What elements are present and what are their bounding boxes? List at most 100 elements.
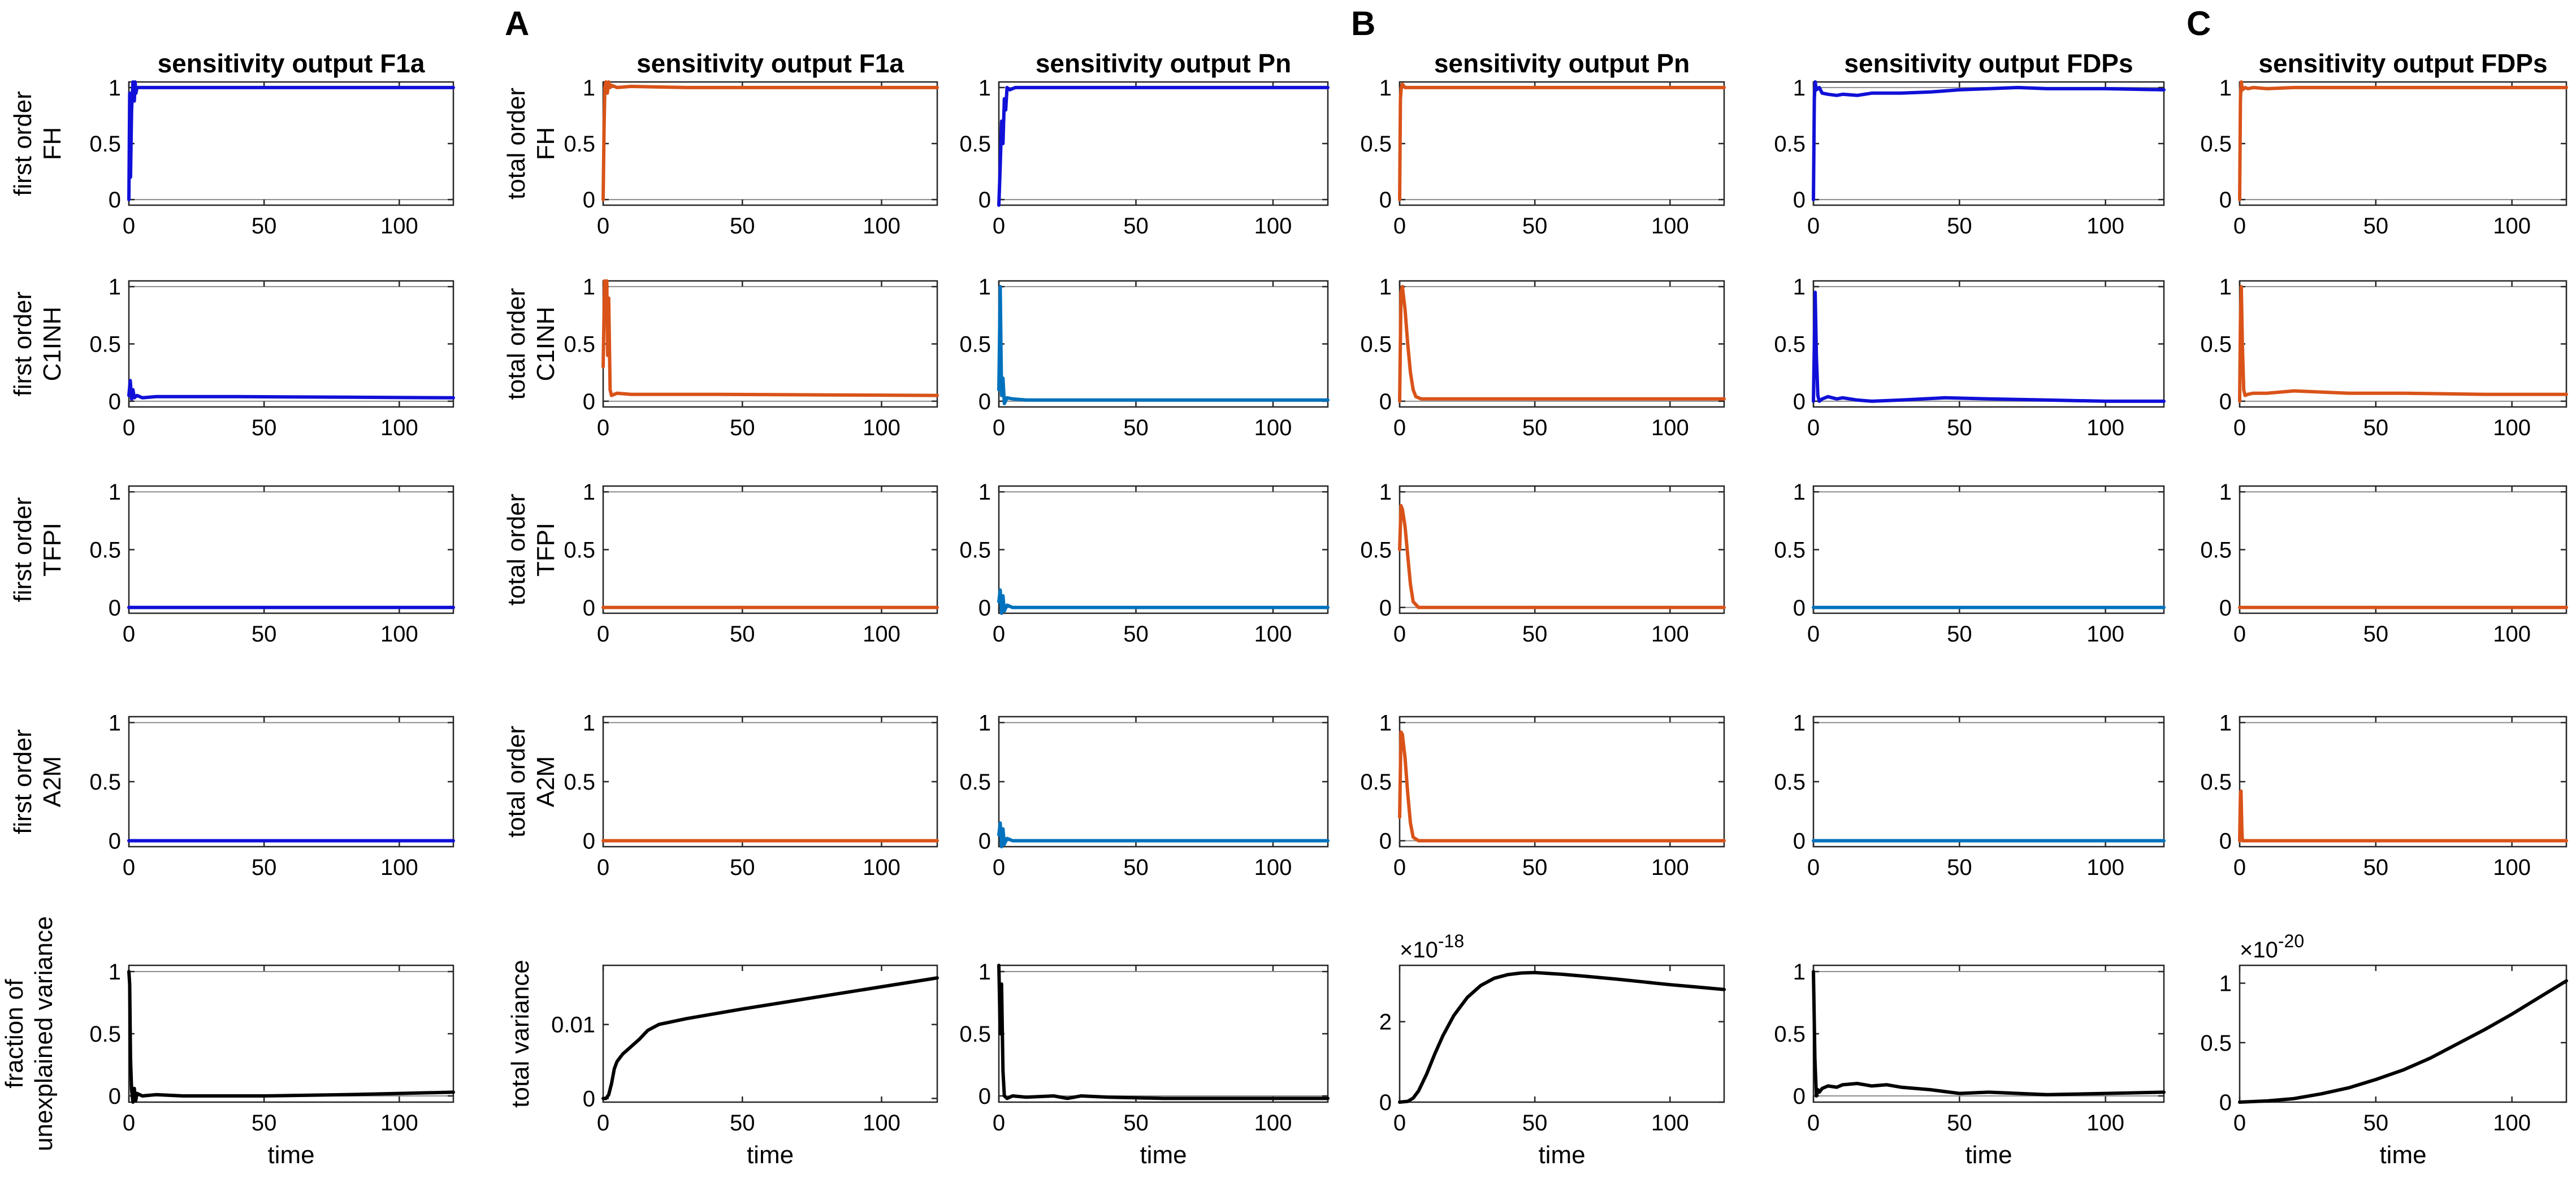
y-tick-label: 0.5 — [1360, 770, 1392, 795]
x-tick-label: 50 — [252, 1111, 277, 1135]
axes-box — [128, 485, 454, 614]
exponent-label: ×10-20 — [2240, 931, 2304, 963]
chart-panel-r2-c5: 0 50 100 0 0.5 1 — [2200, 480, 2568, 647]
y-tick-label: 1 — [2219, 710, 2232, 735]
column-title-4: sensitivity output FDPs — [1844, 49, 2133, 78]
chart-panel-r0-c2: 0 50 100 0 0.5 1 — [959, 76, 1330, 239]
x-tick-label: 0 — [993, 1111, 1005, 1135]
chart-panel-r4-c0: 0 50 100 0 0.5 1 time — [89, 960, 455, 1169]
x-tick-label: 0 — [2233, 415, 2246, 440]
chart-panel-r1-c2: 0 50 100 0 0.5 1 — [959, 275, 1330, 440]
x-tick-label: 0 — [1393, 1111, 1406, 1135]
x-tick-label: 100 — [863, 855, 900, 880]
x-tick-label: 100 — [1651, 415, 1689, 440]
chart-panel-r3-c3: 0 50 100 0 0.5 1 — [1360, 710, 1726, 880]
x-axis-label: time — [747, 1141, 794, 1169]
x-tick-label: 0 — [993, 622, 1005, 647]
y-tick-label: 0.5 — [1774, 332, 1806, 357]
chart-panel-r0-c3: 0 50 100 0 0.5 1 — [1360, 76, 1726, 239]
x-axis-label: time — [1965, 1141, 2012, 1169]
data-series-0 — [2238, 979, 2568, 1104]
x-tick-label: 50 — [1947, 855, 1972, 880]
y-tick-label: 0.5 — [89, 1022, 121, 1047]
y-tick-label: 1 — [2219, 275, 2232, 300]
y-tick-label: 1 — [2219, 480, 2232, 505]
column-title-5: sensitivity output FDPs — [2258, 49, 2547, 78]
y-axis-label-r4-c1: total variance — [506, 960, 534, 1108]
y-tick-label: 1 — [109, 480, 121, 505]
axes-box — [2239, 485, 2568, 614]
y-label-order: total order — [503, 726, 530, 838]
y-tick-label: 0 — [1379, 829, 1392, 854]
y-tick-label: 0.5 — [1360, 132, 1392, 157]
x-tick-label: 0 — [1393, 415, 1406, 440]
x-tick-label: 100 — [1254, 622, 1292, 647]
x-tick-label: 100 — [380, 855, 418, 880]
y-tick-label: 1 — [109, 960, 121, 985]
x-tick-label: 100 — [1651, 622, 1689, 647]
chart-panel-r0-c1: 0 50 100 0 0.5 1 — [564, 76, 939, 239]
y-tick-label: 0 — [1793, 596, 1806, 621]
x-axis-label: time — [1538, 1141, 1585, 1169]
chart-panel-r3-c1: 0 50 100 0 0.5 1 — [564, 710, 939, 880]
axes-box — [1399, 485, 1725, 614]
chart-panel-r2-c3: 0 50 100 0 0.5 1 — [1360, 480, 1726, 647]
chart-panel-r3-c0: 0 50 100 0 0.5 1 — [89, 710, 455, 880]
y-tick-label: 1 — [2219, 76, 2232, 101]
axes-box — [1812, 280, 2165, 408]
y-tick-label: 0.5 — [2200, 332, 2232, 357]
y-tick-label: 0 — [1379, 188, 1392, 213]
y-tick-label: 0 — [1793, 829, 1806, 854]
y-tick-label: 0 — [1793, 389, 1806, 414]
y-tick-label: 1 — [109, 710, 121, 735]
x-tick-label: 50 — [252, 855, 277, 880]
chart-panel-r1-c0: 0 50 100 0 0.5 1 — [89, 275, 455, 440]
axes-box — [602, 280, 938, 408]
exponent-label: ×10-18 — [1400, 931, 1464, 963]
data-series-0 — [1398, 730, 1726, 843]
y-tick-label: 0 — [1379, 596, 1392, 621]
chart-panel-r2-c1: 0 50 100 0 0.5 1 — [564, 480, 939, 647]
y-tick-label: 0.5 — [89, 538, 121, 563]
chart-panel-r1-c4: 0 50 100 0 0.5 1 — [1774, 275, 2166, 440]
y-tick-label: 1 — [979, 275, 991, 300]
y-tick-label: 1 — [583, 275, 595, 300]
x-tick-label: 100 — [863, 622, 900, 647]
x-tick-label: 50 — [1123, 622, 1149, 647]
x-tick-label: 50 — [730, 855, 755, 880]
data-series-0 — [1398, 504, 1726, 609]
panel-label-c: C — [2187, 5, 2211, 42]
axes-box — [998, 716, 1329, 848]
y-tick-label: 0.5 — [959, 132, 991, 157]
x-tick-label: 0 — [123, 1111, 135, 1135]
y-label-order: first order — [9, 292, 37, 397]
y-tick-label: 1 — [109, 275, 121, 300]
y-tick-label: 2 — [1379, 1010, 1392, 1035]
x-tick-label: 50 — [1522, 415, 1548, 440]
y-tick-label: 0.5 — [1360, 538, 1392, 563]
data-series-0 — [2238, 80, 2568, 202]
axes-box — [128, 964, 454, 1103]
axes-box — [1399, 964, 1725, 1103]
y-tick-label: 0 — [583, 389, 595, 414]
axes-box — [602, 81, 938, 206]
x-tick-label: 50 — [1123, 1111, 1149, 1135]
x-tick-label: 50 — [1522, 622, 1548, 647]
x-tick-label: 100 — [1254, 214, 1292, 239]
x-tick-label: 50 — [1123, 855, 1149, 880]
x-tick-label: 100 — [2086, 415, 2124, 440]
x-tick-label: 100 — [1254, 855, 1292, 880]
y-tick-label: 0.5 — [959, 770, 991, 795]
chart-panel-r3-c4: 0 50 100 0 0.5 1 — [1774, 710, 2166, 880]
column-title-3: sensitivity output Pn — [1434, 49, 1690, 78]
x-tick-label: 100 — [863, 1111, 900, 1135]
data-series-0 — [601, 279, 939, 397]
x-tick-label: 0 — [1807, 855, 1820, 880]
y-tick-label: 1 — [1793, 710, 1806, 735]
panel-label-a: A — [505, 5, 529, 42]
chart-panel-r4-c4: 0 50 100 0 0.5 1 time — [1774, 960, 2166, 1169]
chart-panel-r2-c4: 0 50 100 0 0.5 1 — [1774, 480, 2166, 647]
axes-box — [1812, 964, 2165, 1103]
y-label-line1: fraction of — [1, 979, 28, 1089]
